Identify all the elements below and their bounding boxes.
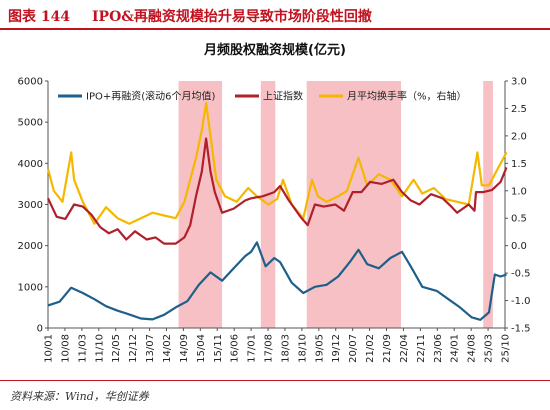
shaded-period-4 bbox=[483, 81, 493, 328]
y-right-tick-label: 0.5 bbox=[511, 214, 527, 225]
shaded-period-3 bbox=[306, 81, 402, 328]
legend-label-2: 上证指数 bbox=[263, 90, 303, 103]
y-right-tick-label: 3.0 bbox=[511, 77, 527, 88]
x-tick-label: 15/11 bbox=[213, 334, 224, 363]
x-tick-label: 10/08 bbox=[60, 334, 71, 363]
x-tick-label: 11/03 bbox=[77, 334, 88, 363]
x-tick-label: 18/03 bbox=[280, 334, 291, 363]
series-line-3 bbox=[46, 101, 508, 225]
y-right-tick-label: 2.0 bbox=[511, 131, 527, 142]
x-tick-label: 25/10 bbox=[501, 334, 512, 363]
source-note: 资料来源：Wind，华创证券 bbox=[10, 390, 149, 403]
legend-label-3: 月平均换手率（%，右轴） bbox=[347, 90, 467, 103]
y-left-tick-label: 2000 bbox=[18, 241, 43, 252]
legend: IPO+再融资(滚动6个月均值) 上证指数 月平均换手率（%，右轴） bbox=[58, 90, 467, 103]
y-left-tick-label: 6000 bbox=[18, 77, 43, 88]
x-tick-label: 12/05 bbox=[111, 334, 122, 363]
x-tick-label: 14/09 bbox=[179, 334, 190, 363]
figure-title: IPO&再融资规模抬升易导致市场阶段性回撤 bbox=[92, 9, 372, 25]
series-line-2 bbox=[47, 137, 508, 245]
axes: 0 1000 2000 3000 4000 5000 6000 -1.5 -1.0 -0.5 0.0… bbox=[18, 77, 531, 363]
x-tick-label: 10/01 bbox=[44, 334, 55, 363]
y-left-tick-label: 0 bbox=[37, 324, 43, 335]
series-lines bbox=[46, 101, 508, 321]
figure-label: 图表 144 bbox=[8, 9, 71, 25]
x-tick-label: 14/02 bbox=[162, 334, 173, 363]
figure-footer: 资料来源：Wind，华创证券 bbox=[0, 380, 550, 410]
y-right-tick-label: 1.0 bbox=[511, 186, 527, 197]
x-tick-label: 22/11 bbox=[416, 334, 427, 363]
figure-header: 图表 144 IPO&再融资规模抬升易导致市场阶段性回撤 bbox=[0, 0, 550, 30]
x-tick-label: 15/04 bbox=[196, 334, 207, 363]
y-left-tick-label: 3000 bbox=[18, 200, 43, 211]
equity-financing-chart: 月频股权融资规模(亿元) 0 1000 2000 3000 4000 5000 6000 -1… bbox=[18, 42, 531, 363]
x-tick-label: 21/02 bbox=[365, 334, 376, 363]
x-tick-label: 16/06 bbox=[230, 334, 241, 363]
x-tick-label: 24/01 bbox=[450, 334, 461, 363]
chart-title: 月频股权融资规模(亿元) bbox=[203, 42, 346, 58]
x-tick-label: 12/12 bbox=[128, 334, 139, 363]
y-right-tick-label: 0.0 bbox=[511, 241, 527, 252]
y-right-tick-label: -0.5 bbox=[511, 269, 531, 280]
y-right-tick-label: -1.0 bbox=[511, 296, 531, 307]
y-right-tick-label: 2.5 bbox=[511, 104, 527, 115]
shaded-period-1 bbox=[178, 81, 223, 328]
x-tick-label: 19/12 bbox=[331, 334, 342, 363]
x-tick-label: 22/04 bbox=[399, 334, 410, 363]
x-tick-label: 19/05 bbox=[314, 334, 325, 363]
x-tick-label: 17/08 bbox=[264, 334, 275, 363]
y-left-tick-label: 1000 bbox=[18, 282, 43, 293]
legend-label-1: IPO+再融资(滚动6个月均值) bbox=[86, 90, 215, 103]
x-tick-label: 23/06 bbox=[433, 334, 444, 363]
x-tick-label: 25/03 bbox=[484, 334, 495, 363]
shaded-periods bbox=[178, 81, 493, 328]
y-right-tick-label: -1.5 bbox=[511, 324, 531, 335]
x-tick-label: 21/09 bbox=[382, 334, 393, 363]
x-tick-label: 11/10 bbox=[94, 334, 105, 363]
series-line-1 bbox=[47, 241, 507, 321]
x-tick-label: 20/07 bbox=[348, 334, 359, 363]
y-right-tick-label: 1.5 bbox=[511, 159, 527, 170]
x-tick-label: 24/08 bbox=[467, 334, 478, 363]
x-tick-label: 13/07 bbox=[145, 334, 156, 363]
x-tick-label: 18/10 bbox=[297, 334, 308, 363]
x-tick-label: 17/01 bbox=[247, 334, 258, 363]
y-left-tick-label: 4000 bbox=[18, 159, 43, 170]
y-left-tick-label: 5000 bbox=[18, 118, 43, 129]
